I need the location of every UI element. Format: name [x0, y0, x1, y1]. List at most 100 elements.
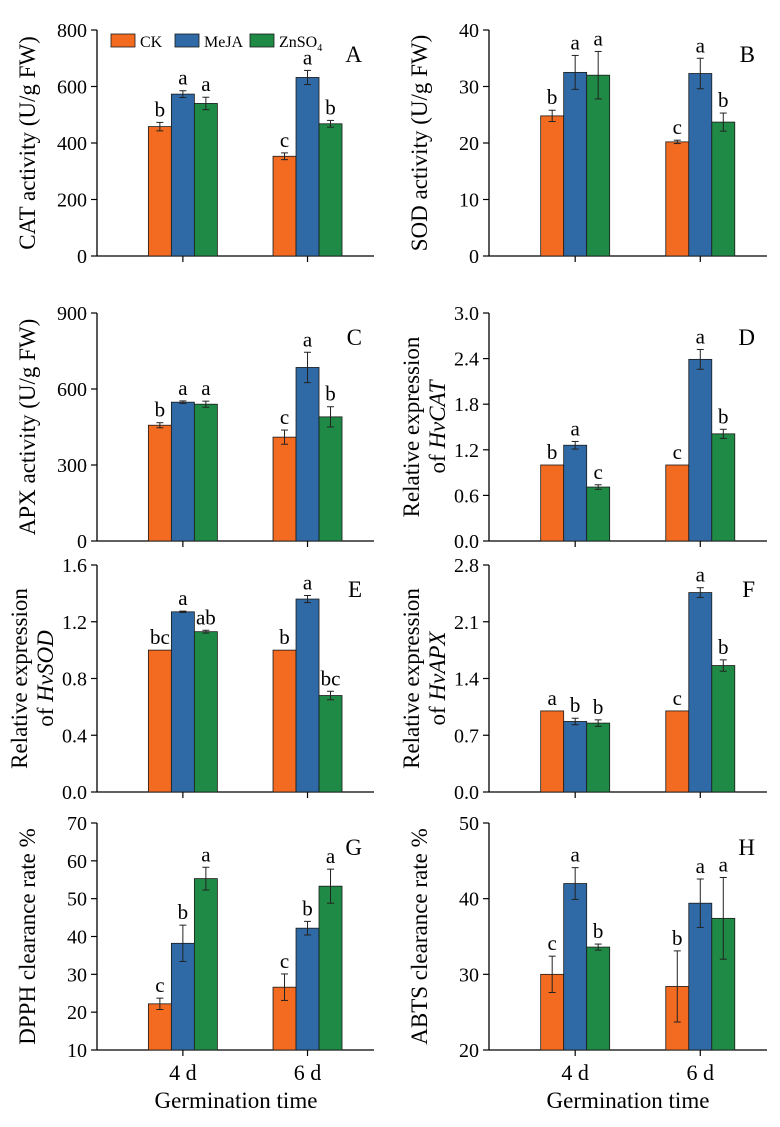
- y-tick-label: 0.0: [62, 782, 87, 804]
- significance-letter: a: [303, 571, 313, 595]
- y-tick-label: 300: [57, 455, 87, 477]
- panel-H: 20 30 40 50 ABTS clearance rate % H 4 d c a b 6 d b…: [407, 813, 767, 1085]
- bar-ZnSO4-6d: [711, 121, 736, 257]
- bar-MeJA-4d: [170, 611, 195, 793]
- y-axis-label-line1: Relative expression: [399, 336, 424, 517]
- y-tick-label: 2.1: [454, 612, 479, 634]
- legend-text: MeJA: [204, 34, 244, 51]
- y-tick-label: 900: [57, 303, 87, 325]
- bar-ZnSO4-6d: [318, 885, 343, 1051]
- y-axis-label: ABTS clearance rate %: [407, 828, 432, 1044]
- bar-ZnSO4-6d: [711, 665, 736, 793]
- y-tick-label: 600: [57, 379, 87, 401]
- x-tick-label: 6 d: [294, 1060, 322, 1085]
- y-tick-label: 10: [67, 1040, 87, 1062]
- significance-letter: a: [696, 33, 706, 57]
- y-tick-label: 400: [57, 133, 87, 155]
- y-axis-label: CAT activity (U/g FW): [15, 36, 40, 250]
- bar-ZnSO4-4d: [193, 403, 218, 542]
- significance-letter: c: [280, 405, 289, 429]
- y-tick-label: 70: [67, 813, 87, 835]
- y-axis-label-prefix: of: [425, 449, 450, 474]
- y-axis-label-line1: Relative expression: [399, 588, 424, 769]
- y-axis-label-line2: of HvCAT: [425, 378, 450, 473]
- y-tick-label: 0.6: [454, 485, 479, 507]
- panel-label: E: [348, 577, 362, 602]
- y-tick-label: 1.6: [62, 555, 87, 577]
- legend-swatch-CK: [110, 33, 136, 48]
- x-tick-label: 4 d: [561, 1060, 589, 1085]
- panel-label: C: [347, 325, 362, 350]
- significance-letter: b: [178, 900, 189, 924]
- significance-letter: a: [303, 45, 313, 69]
- significance-letter: b: [302, 896, 313, 920]
- bar-CK-6d: [665, 464, 690, 542]
- bar-MeJA-4d: [563, 71, 588, 257]
- y-tick-label: 800: [57, 20, 87, 42]
- panel-label: G: [345, 835, 362, 860]
- bar-ZnSO4-4d: [586, 74, 611, 257]
- y-tick-label: 0: [77, 246, 87, 268]
- panel-F: 0.0 0.7 1.4 2.1 2.8 Relative expression of HvA…: [399, 555, 767, 804]
- y-tick-label: 10: [459, 190, 479, 212]
- legend-label-CK: CK: [140, 34, 163, 51]
- significance-letter: a: [571, 416, 581, 440]
- bar-CK-6d: [665, 141, 690, 257]
- y-axis-label: DPPH clearance rate %: [15, 828, 40, 1044]
- legend-swatch-MeJA: [174, 33, 200, 48]
- significance-letter: a: [326, 844, 336, 868]
- bar-ZnSO4-6d: [711, 433, 736, 542]
- legend-text: CK: [140, 34, 163, 51]
- significance-letter: c: [280, 949, 289, 973]
- y-tick-label: 0: [77, 531, 87, 553]
- significance-letter: b: [718, 404, 729, 428]
- bar-CK-4d: [540, 115, 565, 257]
- significance-letter: a: [696, 563, 706, 587]
- y-tick-label: 0: [469, 246, 479, 268]
- significance-letter: c: [673, 115, 682, 139]
- bar-MeJA-6d: [688, 73, 713, 257]
- significance-letter: b: [718, 635, 729, 659]
- bar-MeJA-6d: [688, 358, 713, 542]
- legend-swatch-ZnSO4: [249, 33, 275, 48]
- significance-letter: b: [547, 85, 558, 109]
- bar-ZnSO4-6d: [318, 416, 343, 542]
- significance-letter: a: [548, 686, 558, 710]
- bar-ZnSO4-4d: [193, 878, 218, 1051]
- y-tick-label: 30: [459, 77, 479, 99]
- x-axis-title-left: Germination time: [155, 1088, 318, 1113]
- bar-CK-4d: [147, 424, 172, 542]
- bar-CK-6d: [272, 436, 297, 542]
- y-tick-label: 3.0: [454, 303, 479, 325]
- y-axis-label-gene: HvCAT: [425, 378, 450, 449]
- significance-letter: c: [673, 686, 682, 710]
- panel-label: D: [738, 325, 755, 350]
- significance-letter: a: [696, 324, 706, 348]
- y-tick-label: 0.4: [62, 725, 87, 747]
- bar-ZnSO4-4d: [586, 486, 611, 542]
- significance-letter: a: [201, 376, 211, 400]
- bar-MeJA-4d: [563, 444, 588, 542]
- significance-letter: a: [303, 327, 313, 351]
- y-tick-label: 0.8: [62, 669, 87, 691]
- bar-ZnSO4-4d: [193, 631, 218, 793]
- y-tick-label: 40: [459, 889, 479, 911]
- y-tick-label: 40: [459, 20, 479, 42]
- y-axis-label-line2: of HvAPX: [425, 631, 450, 726]
- bar-CK-6d: [272, 649, 297, 793]
- y-axis-label: APX activity (U/g FW): [15, 319, 40, 536]
- significance-letter: a: [594, 26, 604, 50]
- panel-label: H: [738, 835, 755, 860]
- y-tick-label: 20: [67, 1002, 87, 1024]
- panel-E: 0.0 0.4 0.8 1.2 1.6 Relative expression of HvS…: [7, 555, 374, 804]
- panel-label: A: [345, 42, 362, 67]
- bar-ZnSO4-6d: [318, 695, 343, 793]
- bar-ZnSO4-4d: [586, 722, 611, 793]
- significance-letter: b: [570, 693, 581, 717]
- significance-letter: a: [201, 72, 211, 96]
- bar-MeJA-4d: [170, 93, 195, 257]
- legend-label-ZnSO4: ZnSO4: [279, 34, 322, 54]
- significance-letter: a: [571, 843, 581, 867]
- y-tick-label: 200: [57, 190, 87, 212]
